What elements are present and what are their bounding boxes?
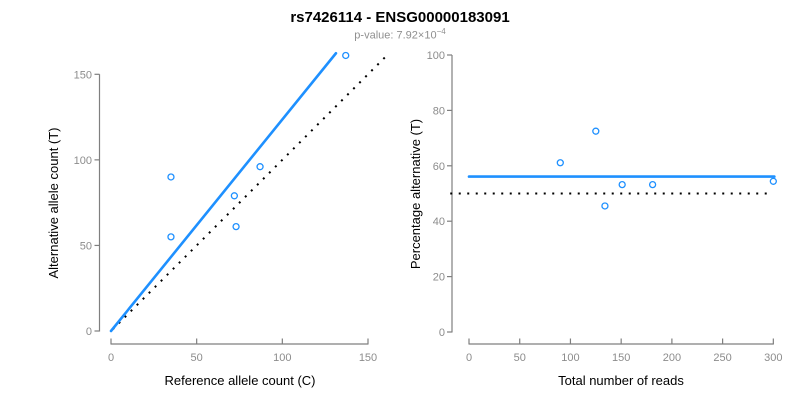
x-tick-label: 50	[514, 352, 526, 364]
y-tick-label: 150	[74, 69, 92, 81]
y-tick-label: 0	[86, 326, 92, 338]
plot-subtitle: p-value: 7.92×10−4	[0, 27, 800, 42]
x-tick-label: 150	[359, 352, 377, 364]
x-axis-title-left: Reference allele count (C)	[164, 373, 315, 388]
data-point	[230, 192, 239, 200]
x-tick-label: 50	[191, 352, 203, 364]
data-point	[648, 180, 657, 189]
y-axis-title-right: Percentage alternative (T)	[408, 119, 423, 269]
y-tick-label: 80	[433, 105, 445, 117]
x-tick-label: 100	[561, 352, 579, 364]
data-point	[769, 177, 777, 185]
y-tick-label: 20	[433, 272, 445, 284]
x-tick-label: 0	[466, 352, 472, 364]
y-tick-label: 100	[427, 50, 445, 62]
pvalue-text: p-value: 7.92×10	[354, 29, 437, 42]
y-tick-label: 40	[433, 216, 445, 228]
data-point	[601, 202, 609, 210]
x-tick-label: 0	[108, 352, 114, 364]
left-plot-area: 0 50 100 150 0 50 100 150	[74, 51, 387, 364]
data-point	[592, 127, 600, 135]
right-scatter-plot: Total number of reads Percentage alterna…	[408, 50, 783, 388]
y-tick-label: 60	[433, 161, 445, 173]
x-tick-label: 100	[273, 352, 291, 364]
data-point	[232, 222, 240, 231]
y-tick-label: 100	[74, 155, 92, 167]
left-scatter-plot: Reference allele count (C) Alternative a…	[46, 51, 387, 388]
data-point	[256, 163, 264, 171]
fit-line	[109, 51, 338, 333]
plot-title: rs7426114 - ENSG00000183091	[290, 9, 510, 26]
x-tick-label: 150	[612, 352, 630, 364]
x-tick-label: 200	[663, 352, 681, 364]
x-axis-title-right: Total number of reads	[558, 373, 684, 388]
x-tick-label: 250	[713, 352, 731, 364]
y-axis-title-left: Alternative allele count (T)	[46, 127, 61, 278]
data-point	[167, 173, 175, 181]
data-point	[342, 51, 350, 60]
data-point	[618, 180, 626, 189]
y-tick-label: 50	[80, 240, 92, 252]
y-tick-label: 0	[439, 327, 445, 339]
x-tick-label: 300	[764, 352, 782, 364]
pvalue-exponent: −4	[436, 27, 446, 36]
data-point	[167, 233, 175, 241]
right-plot-area: 0 20 40 60 80 100 0 50 100 150 200 250 300	[427, 50, 783, 364]
data-point	[556, 159, 564, 167]
identity-line	[112, 55, 387, 330]
